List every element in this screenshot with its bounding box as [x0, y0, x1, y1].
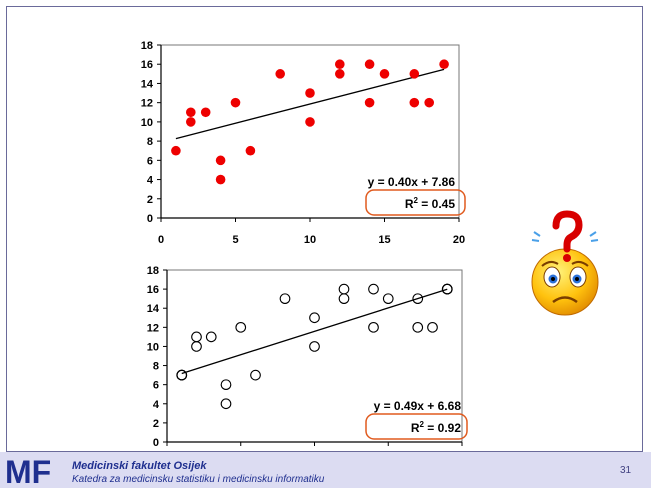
top-y-tick-label: 6	[147, 155, 153, 167]
bottom-data-point	[191, 331, 202, 343]
top-r2-label: R2 = 0.45	[405, 196, 455, 211]
bottom-data-point	[176, 369, 188, 381]
top-data-point	[335, 69, 345, 79]
bottom-data-point	[368, 283, 379, 295]
bottom-data-point	[191, 341, 202, 352]
top-data-point	[230, 97, 241, 108]
faculty-name: Medicinski fakultet Osijek	[72, 460, 207, 472]
top-y-tick-label: 18	[141, 40, 153, 52]
bottom-y-tick-label: 2	[153, 418, 159, 430]
bottom-y-tick-label: 6	[153, 380, 159, 392]
confused-smiley-icon	[531, 210, 599, 316]
top-data-point	[245, 145, 256, 156]
top-equation-label: y = 0.40x + 7.86	[368, 175, 456, 189]
bottom-data-point	[412, 293, 424, 305]
top-data-point	[305, 117, 315, 127]
top-y-tick-label: 8	[147, 136, 153, 148]
top-data-point	[364, 97, 375, 108]
top-trendline	[175, 68, 445, 140]
top-data-point	[364, 59, 375, 70]
top-data-point	[409, 69, 420, 79]
top-data-point	[439, 59, 449, 70]
bottom-data-point	[427, 321, 438, 333]
top-data-point	[171, 145, 181, 156]
logo-text: MF	[5, 455, 51, 485]
top-data-point	[379, 69, 390, 79]
top-y-tick-label: 2	[147, 194, 153, 206]
bottom-y-tick-label: 0	[153, 437, 159, 449]
bottom-y-tick-label: 12	[147, 322, 159, 334]
top-y-tick-label: 12	[141, 98, 153, 110]
top-x-tick-label: 0	[158, 234, 164, 246]
bottom-plot-area	[166, 269, 463, 443]
top-data-point	[186, 107, 196, 118]
bottom-data-point	[338, 283, 350, 295]
top-y-tick-label: 0	[147, 213, 153, 225]
top-x-tick-label: 20	[453, 234, 465, 246]
top-data-point	[200, 107, 211, 118]
top-data-point	[186, 117, 196, 127]
bottom-data-point	[309, 312, 320, 324]
bottom-data-point	[250, 369, 261, 381]
bottom-data-point	[338, 293, 350, 305]
top-y-tick-label: 4	[147, 175, 154, 187]
bottom-data-point	[368, 321, 379, 333]
bottom-y-tick-label: 10	[147, 341, 159, 353]
bottom-data-point	[382, 293, 394, 305]
bottom-data-point	[309, 341, 320, 352]
top-data-point	[215, 174, 226, 185]
top-y-tick-label: 10	[141, 117, 153, 129]
bottom-data-point	[441, 283, 453, 295]
bottom-equation-label: y = 0.49x + 6.68	[374, 399, 462, 413]
top-x-tick-label: 15	[378, 234, 390, 246]
faculty-logo: MF	[5, 455, 51, 485]
top-data-point	[335, 59, 345, 70]
bottom-y-tick-label: 4	[153, 399, 160, 411]
top-data-point	[424, 97, 435, 108]
bottom-y-tick-label: 8	[153, 361, 159, 373]
top-x-tick-label: 10	[304, 234, 316, 246]
top-x-tick-label: 5	[232, 234, 238, 246]
department-name: Katedra za medicinsku statistiku i medic…	[72, 474, 325, 485]
top-data-point	[275, 69, 286, 79]
top-y-tick-label: 14	[141, 78, 154, 90]
bottom-data-point	[220, 398, 232, 410]
bottom-data-point	[235, 321, 247, 333]
bottom-y-tick-label: 14	[147, 303, 160, 315]
bottom-y-tick-label: 18	[147, 265, 159, 277]
top-data-point	[409, 97, 420, 108]
bottom-r2-highlight-box	[365, 413, 468, 440]
bottom-r2-label: R2 = 0.92	[411, 420, 461, 435]
top-r2-highlight-box	[365, 189, 466, 216]
bottom-trendline	[181, 288, 448, 375]
bottom-data-point	[412, 321, 424, 333]
top-data-point	[215, 155, 226, 166]
top-y-tick-label: 16	[141, 59, 153, 71]
top-data-point	[305, 88, 315, 98]
bottom-data-point	[220, 379, 232, 391]
bottom-y-tick-label: 16	[147, 284, 159, 296]
slide-frame	[6, 6, 643, 452]
footer-bar: MF Medicinski fakultet Osijek Katedra za…	[0, 452, 651, 488]
slide-number: 31	[620, 465, 632, 476]
bottom-data-point	[279, 293, 291, 305]
bottom-data-point	[205, 331, 217, 343]
